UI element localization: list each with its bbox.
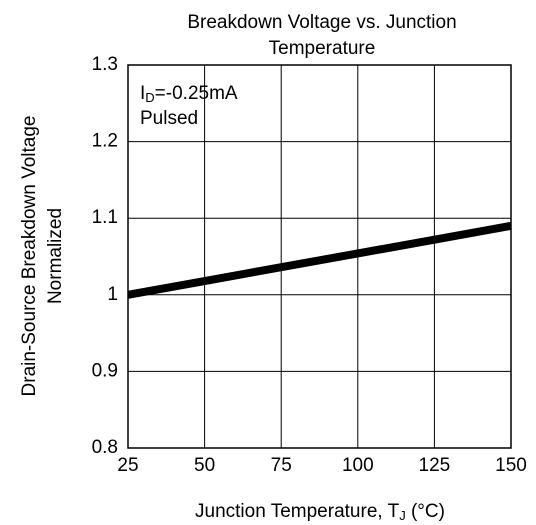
y-tick-label: 1.1 [92,207,118,228]
x-axis-label-main: Junction Temperature, T [195,501,400,522]
y-axis-label: Drain-Source Breakdown Voltage [19,116,40,397]
y-axis-label: Normalized [45,208,66,304]
x-tick-label: 75 [271,455,292,476]
y-tick-label: 0.8 [92,437,118,458]
x-tick-label: 50 [194,455,215,476]
annotation-main: I [140,83,145,104]
x-tick-label: 150 [495,455,527,476]
chart-title: Temperature [269,38,376,59]
y-tick-label: 1 [107,284,118,305]
x-axis-label: Junction Temperature, TJ (°C) [195,501,445,523]
x-tick-label: 100 [342,455,374,476]
annotation-sub: D [145,90,154,105]
x-tick-label: 125 [419,455,451,476]
x-tick-label: 25 [117,455,138,476]
annotation-tail: =-0.25mA [155,83,238,104]
y-tick-label: 1.3 [92,54,118,75]
chart-title: Breakdown Voltage vs. Junction [187,12,456,33]
data-line [127,221,512,299]
plot-frame [127,64,512,449]
y-tick-label: 0.9 [92,360,118,381]
annotation: ID=-0.25mA [140,83,238,105]
annotation: Pulsed [140,108,198,129]
x-axis-label-sub: J [399,508,406,523]
x-axis-label-tail: (°C) [406,501,445,522]
y-tick-label: 1.2 [92,131,118,152]
